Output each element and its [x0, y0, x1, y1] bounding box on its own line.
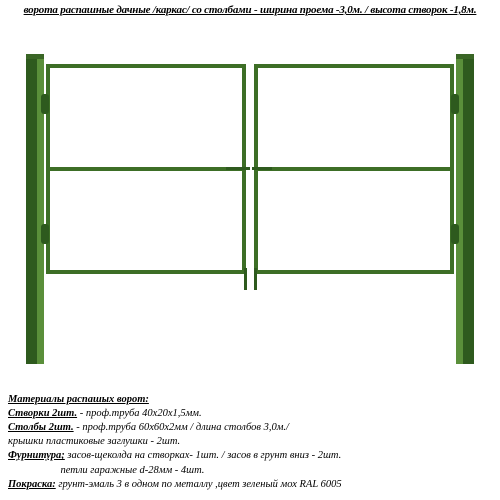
leaf-midbar	[258, 167, 450, 171]
spec-line: Фурнитура; засов-щеколда на створках- 1ш…	[8, 449, 342, 463]
latch-bar	[252, 167, 272, 170]
spec-line: Покраска: грунт-эмаль 3 в одном по метал…	[8, 478, 342, 492]
spec-line: петли гаражные d-28мм - 4шт.	[8, 464, 342, 478]
gate-diagram	[0, 24, 500, 364]
hinge	[451, 94, 459, 114]
hinge	[41, 224, 49, 244]
hinge	[41, 94, 49, 114]
latch-bar	[226, 167, 250, 170]
drop-bolt	[254, 268, 257, 290]
spec-line: Створки 2шт. - проф.труба 40х20х1,5мм.	[8, 407, 342, 421]
hinge	[451, 224, 459, 244]
gate-leaf-right	[254, 64, 454, 274]
spec-line: Столбы 2шт. - проф.труба 60х60х2мм / дли…	[8, 421, 342, 435]
specs-header: Материалы распашых ворот:	[8, 393, 342, 407]
specs-block: Материалы распашых ворот: Створки 2шт. -…	[8, 393, 342, 492]
leaf-midbar	[50, 167, 242, 171]
drop-bolt	[244, 268, 247, 290]
page-title: ворота распашные дачные /каркас/ со стол…	[0, 0, 500, 24]
gate-leaf-left	[46, 64, 246, 274]
spec-line: крышки пластиковые заглушки - 2шт.	[8, 435, 342, 449]
